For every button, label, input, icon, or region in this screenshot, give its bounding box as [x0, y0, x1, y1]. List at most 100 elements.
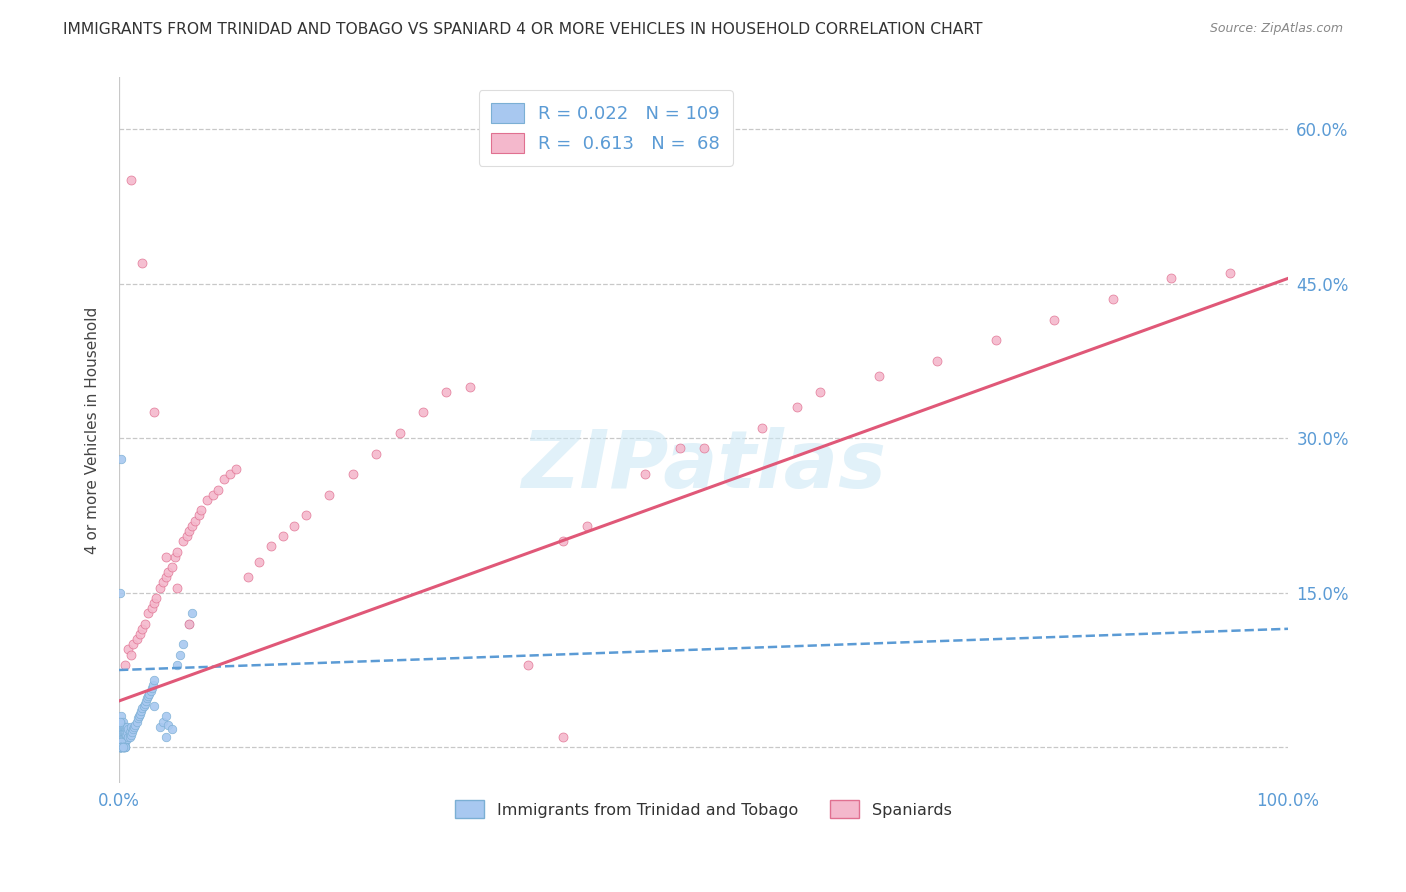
Point: [110, 714, 132, 729]
Point: [143, 596, 166, 610]
Point: [927, 354, 949, 368]
Point: [122, 637, 145, 651]
Point: [115, 720, 138, 734]
Point: [553, 730, 575, 744]
Point: [165, 549, 187, 564]
Point: [112, 740, 135, 755]
Y-axis label: 4 or more Vehicles in Household: 4 or more Vehicles in Household: [86, 307, 100, 554]
Point: [692, 442, 714, 456]
Point: [110, 740, 132, 755]
Point: [179, 616, 201, 631]
Point: [810, 384, 832, 399]
Point: [115, 724, 138, 739]
Point: [110, 732, 132, 747]
Point: [114, 740, 136, 755]
Point: [434, 384, 457, 399]
Point: [786, 401, 808, 415]
Point: [517, 657, 540, 672]
Point: [176, 529, 198, 543]
Point: [1160, 271, 1182, 285]
Point: [111, 740, 134, 755]
Point: [110, 735, 132, 749]
Point: [110, 732, 132, 747]
Point: [131, 622, 153, 636]
Text: Source: ZipAtlas.com: Source: ZipAtlas.com: [1209, 22, 1343, 36]
Point: [868, 369, 890, 384]
Point: [115, 732, 138, 747]
Point: [129, 704, 152, 718]
Point: [669, 442, 692, 456]
Point: [155, 730, 177, 744]
Point: [166, 657, 188, 672]
Point: [219, 467, 242, 482]
Point: [110, 720, 132, 734]
Point: [110, 740, 132, 755]
Point: [114, 730, 136, 744]
Point: [110, 709, 132, 723]
Point: [134, 697, 156, 711]
Point: [115, 728, 138, 742]
Point: [110, 451, 132, 466]
Point: [125, 714, 148, 729]
Point: [179, 616, 201, 631]
Point: [149, 720, 172, 734]
Point: [155, 570, 177, 584]
Point: [120, 648, 142, 662]
Point: [157, 717, 180, 731]
Point: [111, 740, 134, 755]
Point: [110, 585, 132, 599]
Point: [115, 732, 138, 747]
Point: [112, 730, 135, 744]
Point: [111, 732, 134, 747]
Point: [180, 518, 202, 533]
Point: [110, 735, 132, 749]
Point: [157, 565, 180, 579]
Point: [120, 728, 142, 742]
Point: [111, 714, 134, 729]
Point: [127, 711, 149, 725]
Point: [169, 648, 191, 662]
Point: [112, 724, 135, 739]
Point: [247, 555, 270, 569]
Point: [143, 673, 166, 688]
Point: [110, 740, 132, 755]
Point: [283, 518, 305, 533]
Point: [155, 549, 177, 564]
Point: [160, 722, 183, 736]
Point: [110, 724, 132, 739]
Point: [225, 462, 247, 476]
Point: [111, 735, 134, 749]
Point: [114, 740, 136, 755]
Point: [110, 740, 132, 755]
Point: [111, 740, 134, 755]
Point: [110, 730, 132, 744]
Point: [575, 518, 598, 533]
Point: [110, 740, 132, 755]
Point: [118, 730, 141, 744]
Point: [112, 720, 135, 734]
Point: [111, 740, 134, 755]
Point: [271, 529, 294, 543]
Point: [110, 740, 132, 755]
Point: [110, 735, 132, 749]
Point: [114, 724, 136, 739]
Point: [118, 724, 141, 739]
Point: [111, 730, 134, 744]
Point: [110, 738, 132, 752]
Point: [111, 720, 134, 734]
Point: [114, 720, 136, 734]
Point: [117, 642, 139, 657]
Point: [111, 740, 134, 755]
Point: [136, 607, 159, 621]
Point: [984, 333, 1007, 347]
Point: [179, 524, 201, 538]
Point: [1043, 312, 1066, 326]
Point: [112, 740, 135, 755]
Point: [110, 740, 132, 755]
Point: [141, 681, 163, 695]
Text: IMMIGRANTS FROM TRINIDAD AND TOBAGO VS SPANIARD 4 OR MORE VEHICLES IN HOUSEHOLD : IMMIGRANTS FROM TRINIDAD AND TOBAGO VS S…: [63, 22, 983, 37]
Point: [160, 560, 183, 574]
Point: [634, 467, 657, 482]
Point: [112, 740, 135, 755]
Point: [110, 730, 132, 744]
